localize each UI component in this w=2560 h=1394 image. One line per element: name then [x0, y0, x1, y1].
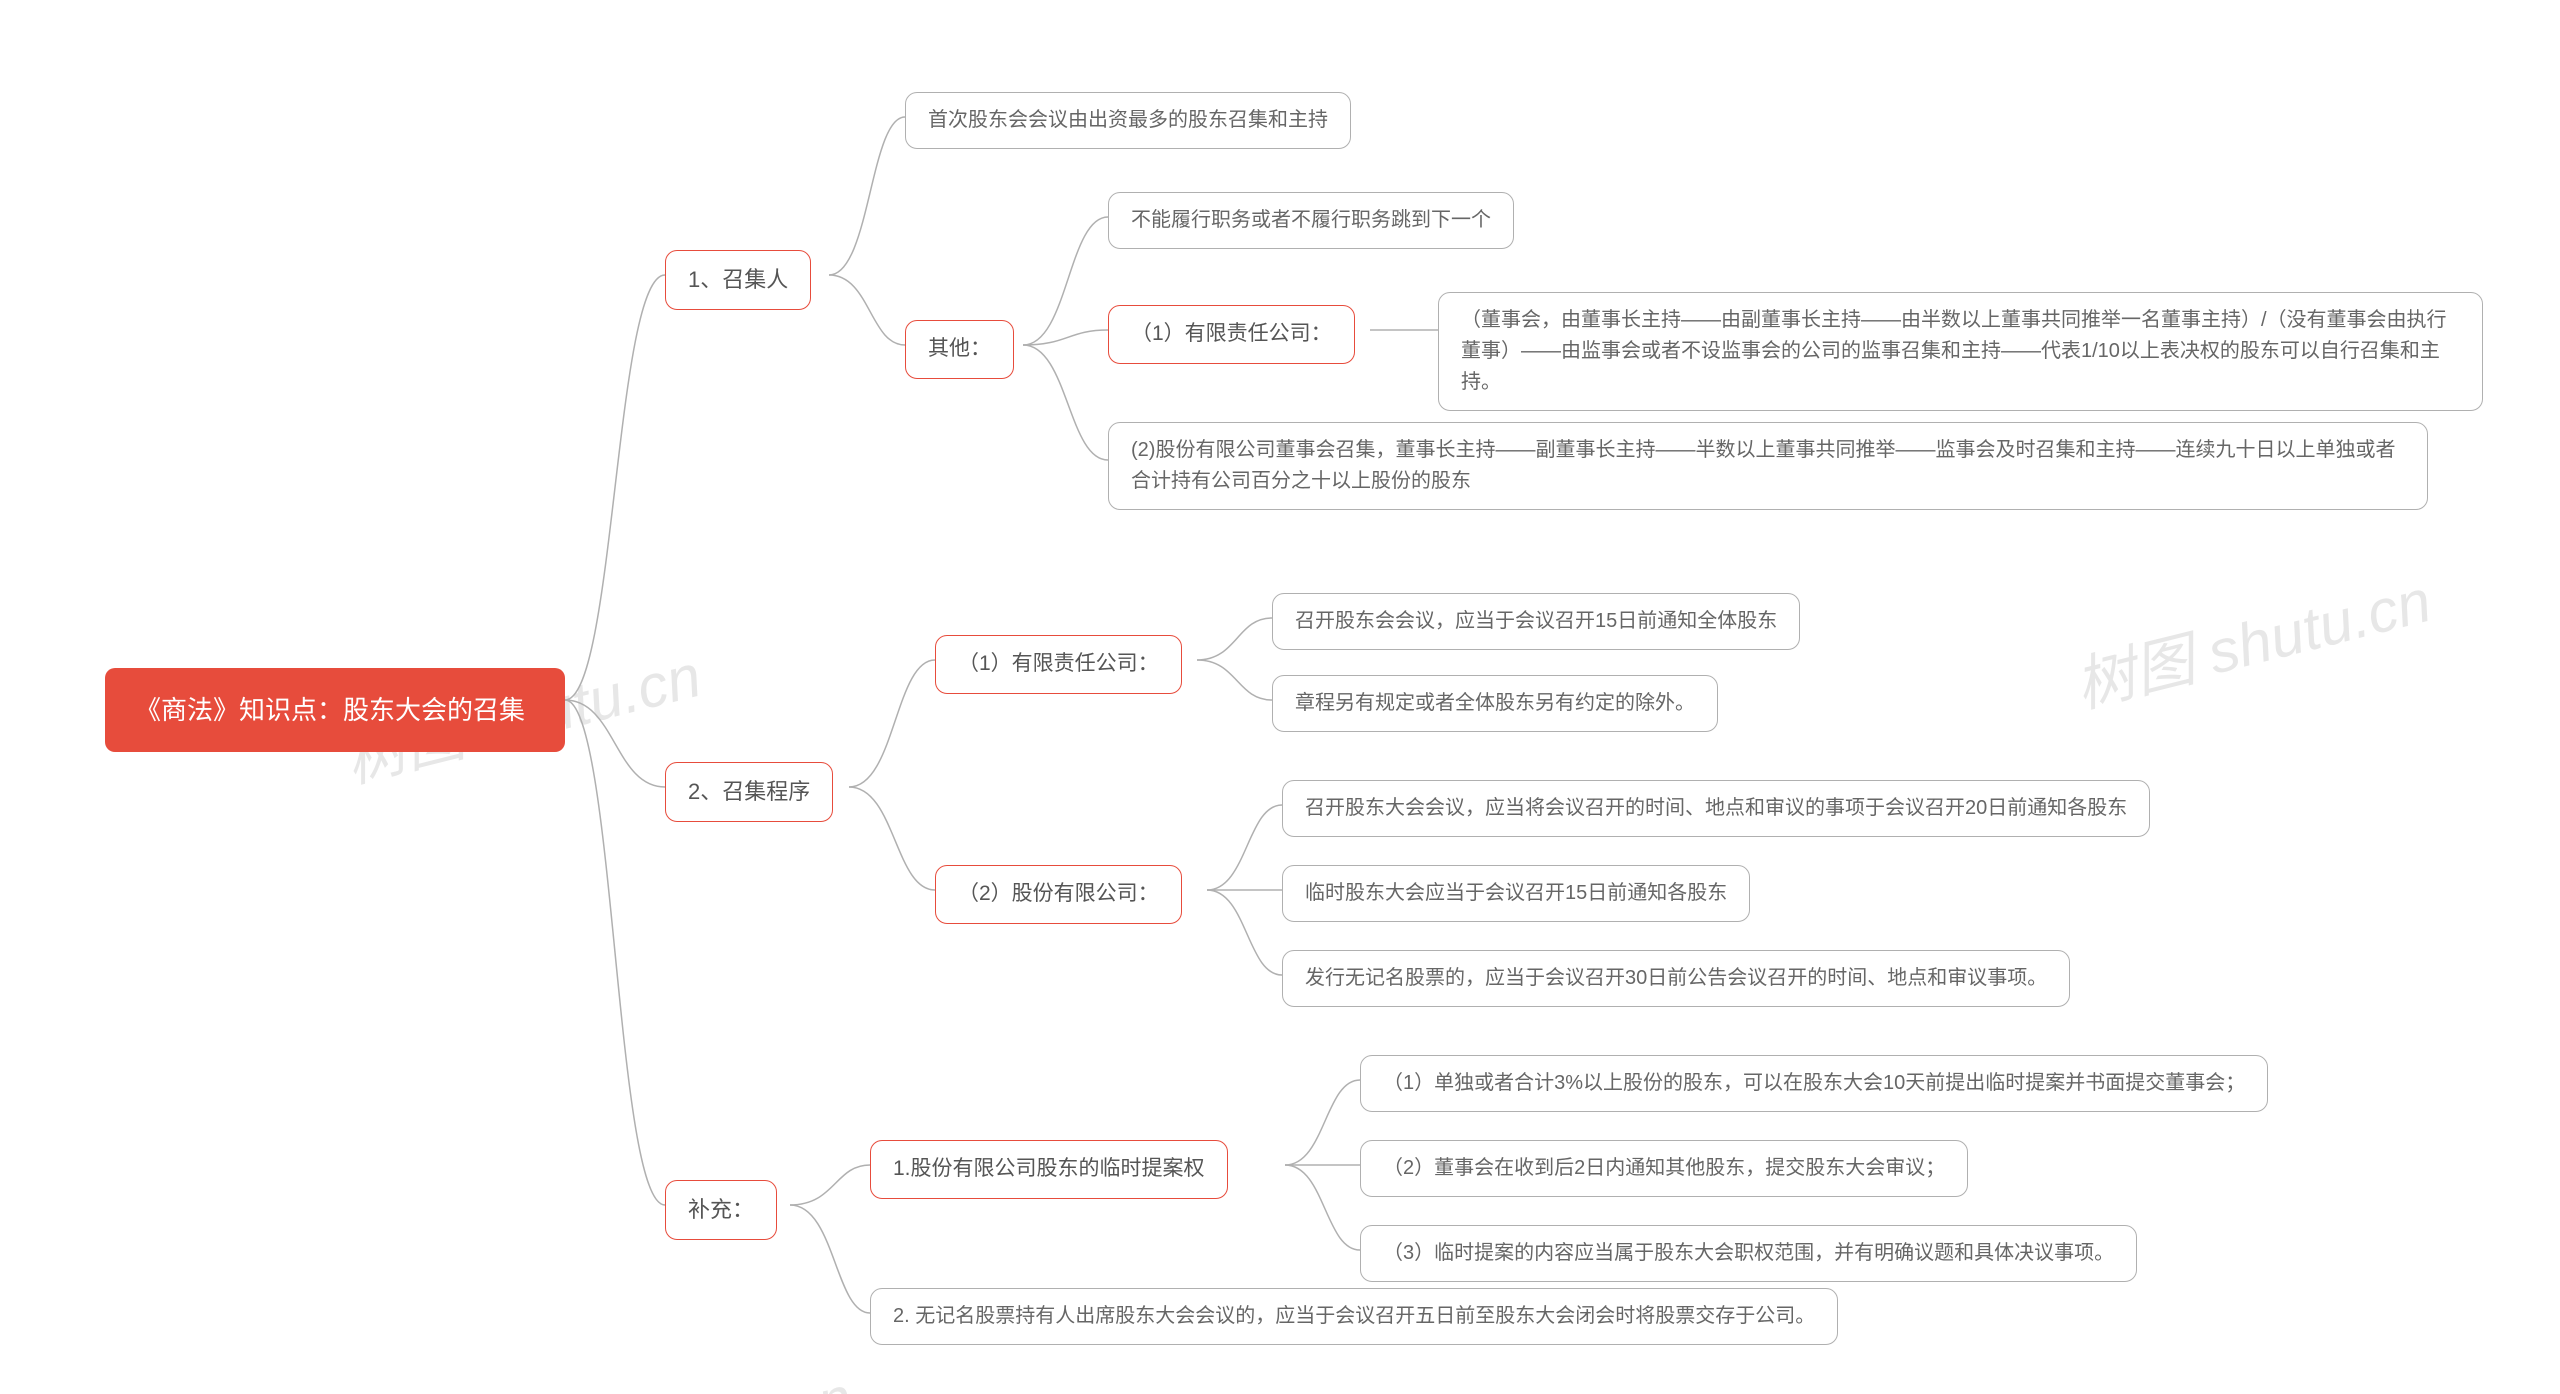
watermark: 树图 shutu.cn: [2065, 552, 2439, 724]
leaf-jsc-15days[interactable]: 临时股东大会应当于会议召开15日前通知各股东: [1282, 865, 1750, 922]
leaf-proposal-1[interactable]: （1）单独或者合计3%以上股份的股东，可以在股东大会10天前提出临时提案并书面提…: [1360, 1055, 2268, 1112]
watermark: cn: [783, 1364, 859, 1394]
leaf-llc-exception[interactable]: 章程另有规定或者全体股东另有约定的除外。: [1272, 675, 1718, 732]
branch-jsc-2[interactable]: （2）股份有限公司：: [935, 865, 1182, 924]
branch-proposal[interactable]: 1.股份有限公司股东的临时提案权: [870, 1140, 1228, 1199]
mindmap-canvas: 树图 shutu.cn 树图 shutu.cn cn 《商法: [0, 0, 2560, 1394]
root-node[interactable]: 《商法》知识点：股东大会的召集: [105, 668, 565, 752]
leaf-jsc-20days[interactable]: 召开股东大会会议，应当将会议召开的时间、地点和审议的事项于会议召开20日前通知各…: [1282, 780, 2150, 837]
leaf-proposal-2[interactable]: （2）董事会在收到后2日内通知其他股东，提交股东大会审议；: [1360, 1140, 1968, 1197]
leaf-cannot-perform[interactable]: 不能履行职务或者不履行职务跳到下一个: [1108, 192, 1514, 249]
leaf-first-meeting[interactable]: 首次股东会会议由出资最多的股东召集和主持: [905, 92, 1351, 149]
branch-supplement[interactable]: 补充：: [665, 1180, 777, 1240]
branch-llc-1[interactable]: （1）有限责任公司：: [1108, 305, 1355, 364]
branch-procedure[interactable]: 2、召集程序: [665, 762, 833, 822]
branch-llc-2[interactable]: （1）有限责任公司：: [935, 635, 1182, 694]
leaf-bearer-shares[interactable]: 2. 无记名股票持有人出席股东大会会议的，应当于会议召开五日前至股东大会闭会时将…: [870, 1288, 1838, 1345]
branch-convener[interactable]: 1、召集人: [665, 250, 811, 310]
branch-other[interactable]: 其他：: [905, 320, 1014, 379]
leaf-jsc-30days[interactable]: 发行无记名股票的，应当于会议召开30日前公告会议召开的时间、地点和审议事项。: [1282, 950, 2070, 1007]
leaf-llc-15days[interactable]: 召开股东会会议，应当于会议召开15日前通知全体股东: [1272, 593, 1800, 650]
leaf-llc-detail[interactable]: （董事会，由董事长主持——由副董事长主持——由半数以上董事共同推举一名董事主持）…: [1438, 292, 2483, 411]
leaf-jsc-detail[interactable]: (2)股份有限公司董事会召集，董事长主持——副董事长主持——半数以上董事共同推举…: [1108, 422, 2428, 510]
leaf-proposal-3[interactable]: （3）临时提案的内容应当属于股东大会职权范围，并有明确议题和具体决议事项。: [1360, 1225, 2137, 1282]
